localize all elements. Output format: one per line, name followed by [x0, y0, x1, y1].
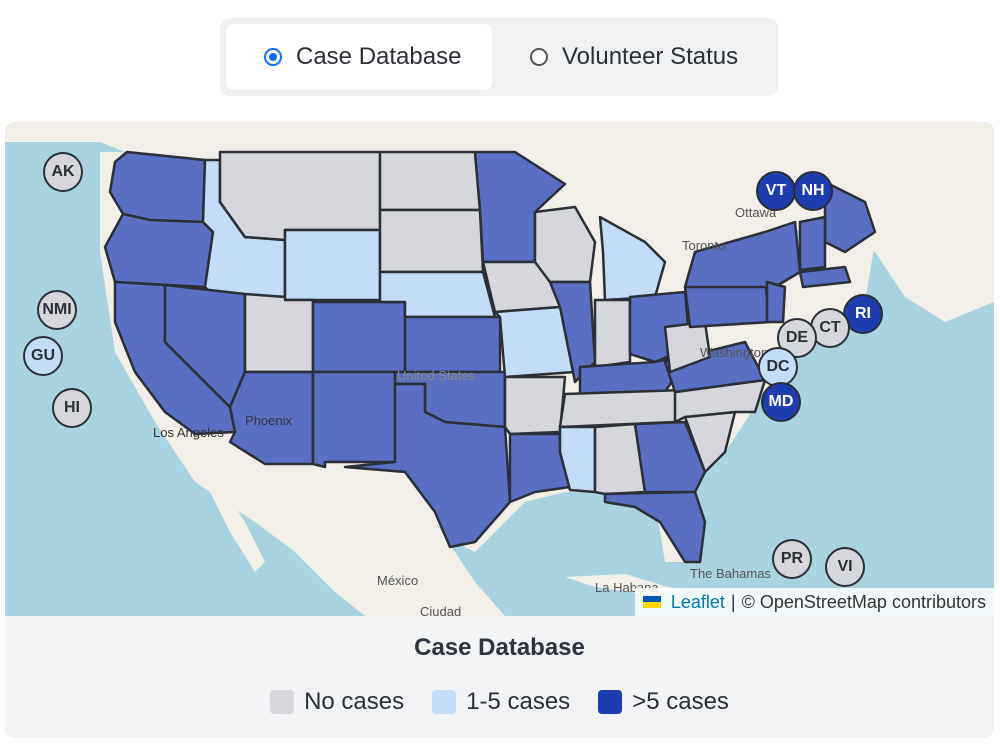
- leaflet-link[interactable]: Leaflet: [670, 591, 725, 612]
- ukraine-flag-icon: [642, 596, 661, 608]
- territory-dc[interactable]: DC: [758, 347, 798, 387]
- map-view[interactable]: Ottawa Toronto Washington United States …: [5, 122, 994, 616]
- view-toggle: Case Database Volunteer Status: [220, 18, 778, 96]
- state-tn: [558, 388, 687, 429]
- legend-label-many-cases: >5 cases: [632, 688, 729, 715]
- volunteer-status-label: Volunteer Status: [562, 43, 739, 70]
- map-svg: Ottawa Toronto Washington United States …: [5, 122, 994, 616]
- territory-md[interactable]: MD: [761, 382, 801, 422]
- legend-label-few-cases: 1-5 cases: [466, 688, 571, 715]
- map-attribution: Leaflet | © OpenStreetMap contributors: [634, 588, 994, 616]
- state-ar: [503, 375, 567, 436]
- territory-vi[interactable]: VI: [825, 547, 865, 587]
- city-los-angeles: Los Angeles: [153, 425, 224, 440]
- case-database-radio[interactable]: [264, 48, 282, 66]
- state-ms: [558, 425, 597, 494]
- state-nm: [311, 370, 397, 469]
- state-tx: [343, 382, 512, 549]
- territory-vt[interactable]: VT: [756, 171, 796, 211]
- legend: No cases 1-5 cases >5 cases: [5, 688, 994, 716]
- state-ks: [403, 315, 502, 374]
- state-mt: [218, 150, 382, 242]
- city-bahamas: The Bahamas: [690, 566, 771, 581]
- legend-swatch-few-cases: [432, 690, 457, 714]
- state-mo: [493, 305, 577, 379]
- city-phoenix: Phoenix: [245, 413, 292, 428]
- state-sd: [378, 208, 485, 274]
- canada-land: [5, 122, 994, 322]
- state-nd: [378, 150, 482, 212]
- city-ciudad: Ciudad: [420, 604, 461, 616]
- legend-label-no-cases: No cases: [304, 688, 405, 715]
- state-ut: [243, 292, 315, 374]
- state-wy: [283, 228, 382, 302]
- mexico-land: [155, 422, 505, 616]
- legend-title: Case Database: [414, 634, 585, 661]
- map-panel: Ottawa Toronto Washington United States …: [5, 122, 994, 738]
- volunteer-status-radio[interactable]: [530, 48, 548, 66]
- territory-ct[interactable]: CT: [810, 308, 850, 348]
- attribution-separator: |: [730, 591, 736, 612]
- legend-item-no-cases: No cases: [270, 688, 404, 716]
- baja-land: [195, 442, 265, 572]
- volunteer-status-option[interactable]: Volunteer Status: [492, 24, 764, 90]
- state-wa: [108, 150, 207, 224]
- state-co: [311, 300, 407, 374]
- state-nj: [765, 280, 787, 324]
- legend-swatch-many-cases: [598, 690, 623, 714]
- case-database-option[interactable]: Case Database: [226, 24, 492, 90]
- legend-item-few-cases: 1-5 cases: [432, 688, 570, 716]
- territory-pr[interactable]: PR: [772, 539, 812, 579]
- territory-nmi[interactable]: NMI: [37, 290, 77, 330]
- territory-nh[interactable]: NH: [793, 171, 833, 211]
- city-mexico: México: [377, 573, 418, 588]
- state-or: [103, 212, 215, 289]
- legend-swatch-no-cases: [270, 690, 295, 714]
- territory-gu[interactable]: GU: [23, 336, 63, 376]
- state-fl: [603, 490, 707, 564]
- state-vt-nh: [798, 215, 827, 272]
- states-layer: [103, 150, 877, 564]
- territory-de[interactable]: DE: [777, 318, 817, 358]
- city-washington: Washington: [700, 345, 768, 360]
- case-database-label: Case Database: [296, 43, 462, 70]
- territory-hi[interactable]: HI: [52, 388, 92, 428]
- territory-ak[interactable]: AK: [43, 152, 83, 192]
- city-united-states: United States: [397, 368, 476, 383]
- state-ma: [798, 265, 852, 289]
- state-in: [593, 298, 632, 369]
- city-toronto: Toronto: [682, 238, 725, 253]
- osm-attribution: © OpenStreetMap contributors: [741, 591, 986, 612]
- legend-item-many-cases: >5 cases: [598, 688, 729, 716]
- state-pa: [683, 280, 772, 329]
